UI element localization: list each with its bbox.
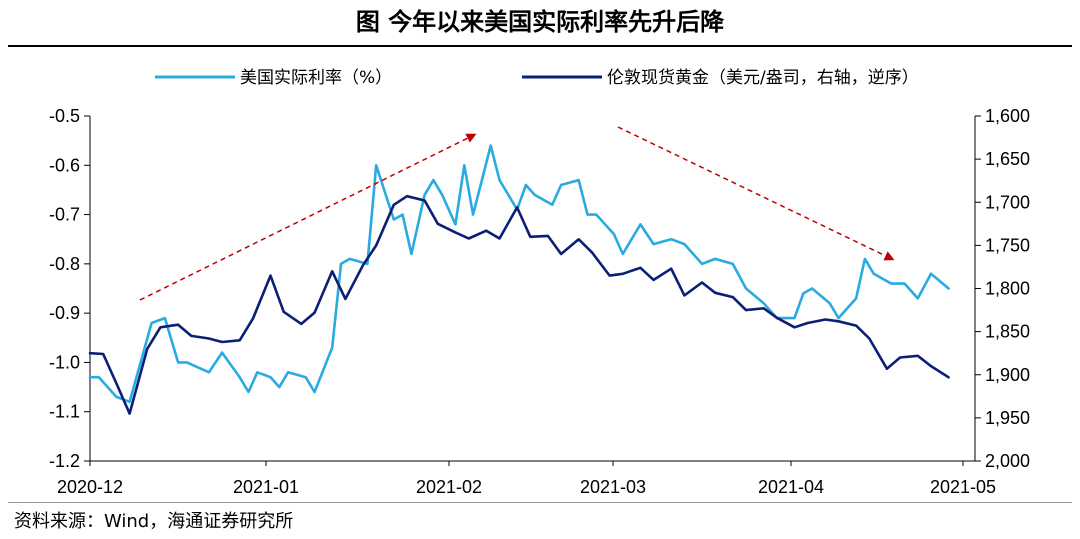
- left-tick-label: -1.2: [49, 451, 80, 471]
- right-tick-label: 1,950: [985, 408, 1030, 428]
- right-tick-label: 1,850: [985, 322, 1030, 342]
- title-divider: [8, 45, 1072, 47]
- left-tick-label: -0.8: [49, 254, 80, 274]
- source-note: 资料来源：Wind，海通证券研究所: [14, 511, 294, 532]
- rising-trend-arrow: [139, 133, 477, 301]
- chart: 美国实际利率（%） 伦敦现货黄金（美元/盎司，右轴，逆序） -0.5-0.6-0…: [49, 68, 1030, 497]
- x-tick-label: 2020-12: [57, 477, 123, 497]
- right-axis-ticks: 1,600 1,650 1,700 1,750 1,800 1,850 1,900 1,950…: [975, 106, 1030, 471]
- right-tick-label: 1,650: [985, 149, 1030, 169]
- x-tick-label: 2021-03: [580, 477, 646, 497]
- right-tick-label: 1,800: [985, 279, 1030, 299]
- footer-divider: [8, 502, 1072, 503]
- legend-real-rate-label: 美国实际利率（%）: [240, 68, 392, 88]
- x-tick-label: 2021-01: [233, 477, 299, 497]
- right-tick-label: 1,700: [985, 192, 1030, 212]
- left-tick-label: -0.5: [49, 106, 80, 126]
- legend-gold-label: 伦敦现货黄金（美元/盎司，右轴，逆序）: [607, 68, 919, 88]
- right-tick-label: 2,000: [985, 451, 1030, 471]
- right-tick-label: 1,750: [985, 235, 1030, 255]
- left-tick-label: -0.9: [49, 303, 80, 323]
- real-rate-line: [88, 144, 950, 404]
- left-tick-label: -1.1: [49, 402, 80, 422]
- left-tick-label: -0.6: [49, 155, 80, 175]
- x-tick-label: 2021-05: [930, 477, 996, 497]
- falling-trend-arrow: [617, 126, 895, 261]
- right-tick-label: 1,900: [985, 365, 1030, 385]
- right-tick-label: 1,600: [985, 106, 1030, 126]
- x-axis-ticks: 2020-12 2021-01 2021-02 2021-03 2021-04 2021-…: [57, 461, 996, 497]
- gold-price-line: [88, 194, 950, 415]
- page-title: 图 今年以来美国实际利率先升后降: [355, 8, 725, 36]
- left-axis-ticks: -0.5 -0.6 -0.7 -0.8 -0.9 -1.0 -1.1 -1.2: [49, 106, 90, 471]
- left-tick-label: -1.0: [49, 352, 80, 372]
- x-tick-label: 2021-02: [416, 477, 482, 497]
- left-tick-label: -0.7: [49, 205, 80, 225]
- x-tick-label: 2021-04: [758, 477, 824, 497]
- series-layer: [88, 144, 950, 415]
